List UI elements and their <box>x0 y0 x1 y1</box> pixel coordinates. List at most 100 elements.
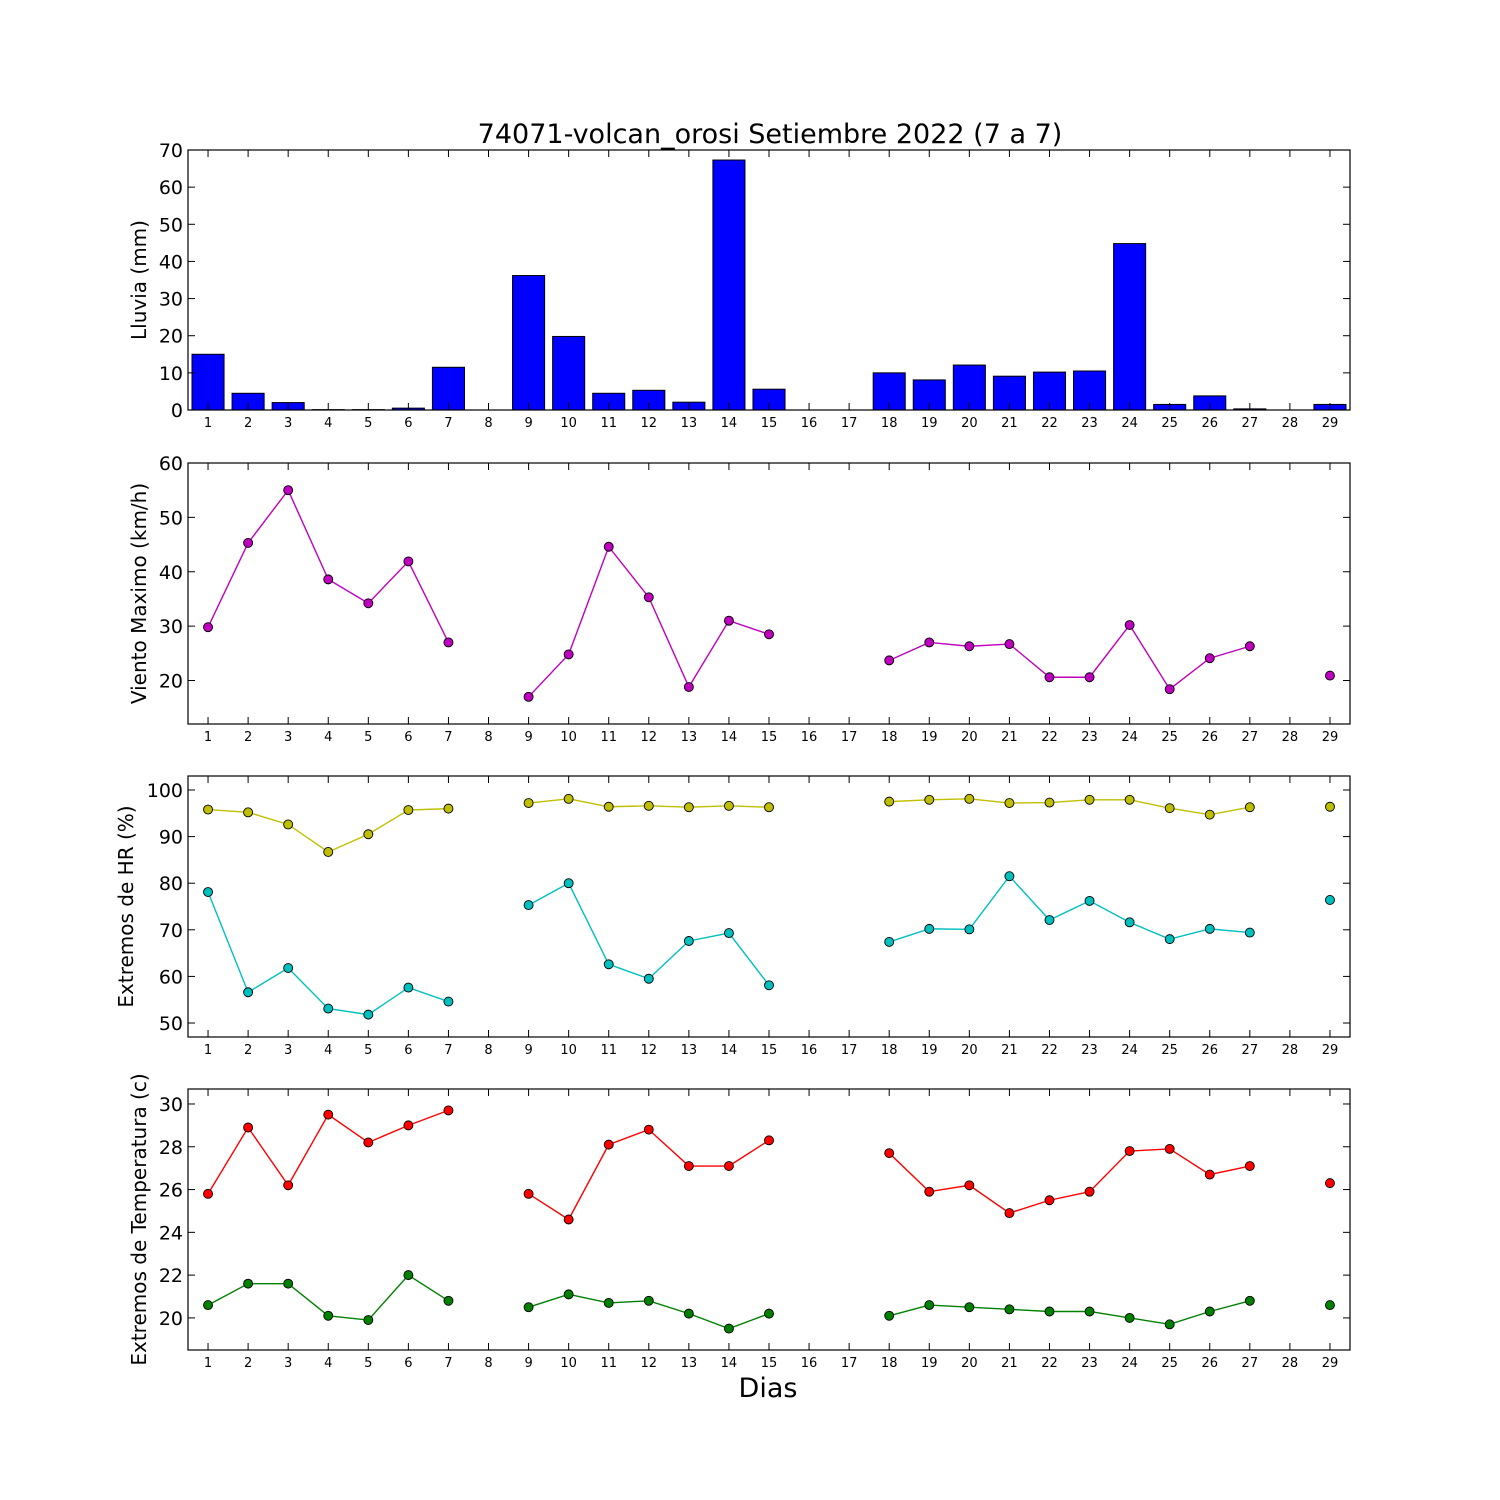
viento-series-0-point-4 <box>323 574 334 585</box>
temperatura-series-1-point-1 <box>203 1300 213 1311</box>
hr-xtick-label-13: 13 <box>681 1043 698 1058</box>
temperatura-series-1-point-5 <box>363 1315 374 1325</box>
hr-ytick-label-60: 60 <box>159 966 183 988</box>
hr-xtick-label-24: 24 <box>1121 1043 1138 1058</box>
viento-xtick-label-19: 19 <box>921 730 938 745</box>
lluvia-xtick-label-22: 22 <box>1041 416 1058 431</box>
viento-xtick-label-8: 8 <box>484 730 492 745</box>
lluvia-axes-frame <box>187 149 1351 411</box>
temperatura-xtick-label-27: 27 <box>1242 1356 1259 1371</box>
temperatura-series-0-point-4 <box>323 1109 334 1120</box>
hr-series-0-point-15 <box>764 802 774 813</box>
viento-xtick-label-7: 7 <box>444 730 452 745</box>
hr-series-0-point-12 <box>643 800 654 811</box>
hr-series-1-point-15 <box>764 980 774 991</box>
viento-xtick-label-4: 4 <box>324 730 332 745</box>
viento-xtick-label-24: 24 <box>1121 730 1138 745</box>
hr-series-1-point-26 <box>1204 923 1215 934</box>
viento-series-0-point-3 <box>283 485 294 496</box>
temperatura-series-0-point-6 <box>403 1120 414 1131</box>
temperatura-series-1-point-20 <box>964 1302 975 1313</box>
temperatura-series-1-point-19 <box>924 1300 935 1311</box>
temperatura-series-0-point-12 <box>643 1124 654 1135</box>
temperatura-series-0-point-19 <box>924 1186 935 1197</box>
viento-ytick-label-40: 40 <box>159 562 183 584</box>
hr-xtick-label-21: 21 <box>1001 1043 1018 1058</box>
temperatura-series-1-point-24 <box>1124 1312 1135 1323</box>
hr-series-0-point-29 <box>1325 801 1335 812</box>
temperatura-series-1-point-21 <box>1004 1304 1015 1315</box>
hr-series-0-point-25 <box>1164 803 1175 814</box>
lluvia-ytick-label-10: 10 <box>159 363 183 385</box>
lluvia-xtick-label-13: 13 <box>681 416 698 431</box>
hr-ytick-label-80: 80 <box>159 873 183 895</box>
viento-xtick-label-5: 5 <box>364 730 372 745</box>
temperatura-series-0-point-25 <box>1164 1143 1175 1154</box>
temperatura-series-0-point-13 <box>683 1161 694 1171</box>
viento-series-0-point-1 <box>203 622 213 633</box>
viento-series-0-point-23 <box>1084 672 1095 683</box>
temperatura-ytick-label-28: 28 <box>159 1137 183 1159</box>
temperatura-xtick-label-1: 1 <box>204 1356 212 1371</box>
hr-series-1-point-18 <box>884 936 895 947</box>
temperatura-series-0-point-1 <box>203 1188 213 1199</box>
viento-xtick-label-17: 17 <box>841 730 858 745</box>
lluvia-xtick-label-5: 5 <box>364 416 372 431</box>
hr-series-1-point-20 <box>964 924 975 935</box>
hr-series-1-point-9 <box>523 900 534 911</box>
lluvia-bar-9 <box>512 275 546 411</box>
hr-ytick-label-50: 50 <box>159 1013 183 1035</box>
viento-xtick-label-1: 1 <box>204 730 212 745</box>
viento-series-0-point-18 <box>884 655 895 666</box>
lluvia-xtick-label-2: 2 <box>244 416 252 431</box>
lluvia-xtick-label-3: 3 <box>284 416 292 431</box>
hr-series-0-point-14 <box>723 800 734 811</box>
temperatura-series-0-point-21 <box>1004 1208 1015 1219</box>
viento-xtick-label-3: 3 <box>284 730 292 745</box>
hr-ytick-label-70: 70 <box>159 920 183 942</box>
viento-series-0-line-3 <box>888 623 1251 691</box>
hr-series-1-point-10 <box>563 878 574 889</box>
temperatura-ytick-label-26: 26 <box>159 1180 183 1202</box>
temperatura-xtick-label-28: 28 <box>1282 1356 1299 1371</box>
lluvia-xtick-label-26: 26 <box>1201 416 1218 431</box>
temperatura-xtick-label-3: 3 <box>284 1356 292 1371</box>
hr-xtick-label-2: 2 <box>244 1043 252 1058</box>
viento-y-axis-label: Viento Maximo (km/h) <box>127 483 151 704</box>
temperatura-xtick-label-20: 20 <box>961 1356 978 1371</box>
hr-y-axis-label: Extremos de HR (%) <box>114 805 138 1007</box>
viento-xtick-label-13: 13 <box>681 730 698 745</box>
temperatura-series-0-point-18 <box>884 1148 895 1159</box>
viento-xtick-label-15: 15 <box>761 730 778 745</box>
lluvia-ytick-label-50: 50 <box>159 214 183 236</box>
hr-series-1-point-24 <box>1124 917 1135 928</box>
hr-xtick-label-4: 4 <box>324 1043 332 1058</box>
hr-xtick-label-23: 23 <box>1081 1043 1098 1058</box>
temperatura-series-0-point-15 <box>764 1135 774 1146</box>
temperatura-ytick-label-22: 22 <box>159 1265 183 1287</box>
hr-series-0-point-6 <box>403 805 414 815</box>
viento-series-0-point-29 <box>1325 670 1335 681</box>
hr-xtick-label-3: 3 <box>284 1043 292 1058</box>
viento-series-0-line-0 <box>207 488 450 643</box>
hr-ytick-label-100: 100 <box>147 780 183 802</box>
hr-series-0-point-24 <box>1124 794 1135 805</box>
hr-series-0-point-21 <box>1004 798 1015 808</box>
lluvia-xtick-label-8: 8 <box>484 416 492 431</box>
hr-xtick-label-27: 27 <box>1242 1043 1259 1058</box>
hr-series-1-line-0 <box>207 891 449 1016</box>
lluvia-xtick-label-9: 9 <box>524 416 532 431</box>
temperatura-series-1-point-4 <box>323 1310 334 1321</box>
temperatura-series-1-point-3 <box>283 1278 294 1289</box>
hr-series-0-point-7 <box>443 803 454 814</box>
temperatura-xtick-label-22: 22 <box>1041 1356 1058 1371</box>
viento-series-0-point-22 <box>1044 672 1055 683</box>
hr-series-0-point-5 <box>363 829 374 840</box>
viento-xtick-label-2: 2 <box>244 730 252 745</box>
hr-series-1-point-12 <box>643 973 654 984</box>
temperatura-series-0-point-20 <box>964 1180 975 1191</box>
temperatura-xtick-label-12: 12 <box>641 1356 658 1371</box>
